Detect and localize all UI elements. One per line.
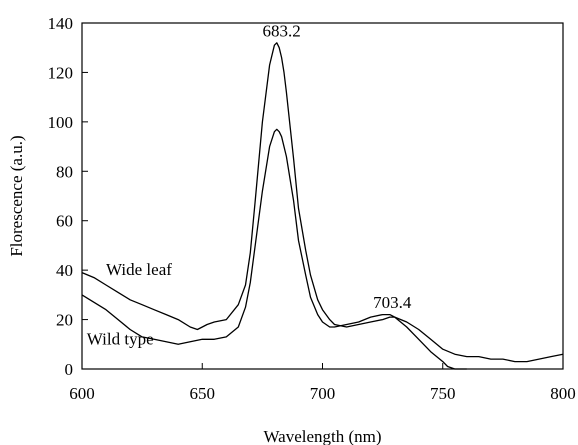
y-tick-label-20: 20: [56, 311, 73, 330]
series-line-wild-type: [81, 128, 467, 370]
y-tick-label-140: 140: [48, 14, 74, 33]
peak-annotation-683: 683.2: [262, 21, 300, 40]
series-line-wide-leaf: [81, 42, 564, 363]
series-label-wide-leaf: Wide leaf: [106, 260, 172, 279]
y-tick-label-100: 100: [48, 113, 74, 132]
plot-frame: [81, 22, 564, 370]
plot-axes: [81, 22, 564, 370]
chart-labels: Wavelength (nm) Florescence (a.u.) Wide …: [7, 21, 412, 445]
axis-ticks: 600 650 700 750 800 0 20 40 60 80 100 120 140: [48, 14, 576, 403]
y-tick-label-40: 40: [56, 261, 73, 280]
y-tick-label-60: 60: [56, 212, 73, 231]
x-tick-label-700: 700: [310, 384, 336, 403]
x-axis-label: Wavelength (nm): [263, 427, 381, 445]
x-tick-label-600: 600: [69, 384, 95, 403]
peak-annotation-703: 703.4: [373, 293, 412, 312]
x-tick-label-800: 800: [550, 384, 576, 403]
series-lines: [81, 42, 564, 370]
y-tick-label-80: 80: [56, 162, 73, 181]
series-label-wild-type: Wild type: [87, 329, 154, 348]
y-axis-label: Florescence (a.u.): [7, 135, 26, 256]
x-tick-label-650: 650: [190, 384, 216, 403]
x-tick-label-750: 750: [430, 384, 456, 403]
y-tick-label-0: 0: [65, 360, 74, 379]
y-tick-label-120: 120: [48, 63, 74, 82]
